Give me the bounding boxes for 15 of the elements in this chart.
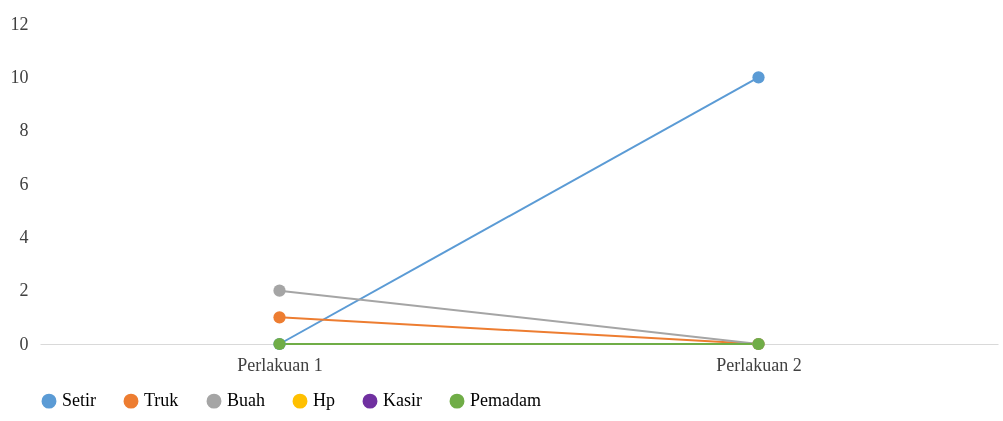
legend-label: Kasir [383,390,422,411]
legend-label: Truk [144,390,179,411]
y-tick-label: 10 [10,66,29,87]
y-tick-label: 4 [19,226,29,247]
y-tick-label: 0 [19,333,29,354]
legend-label: Buah [227,390,265,411]
legend-label: Hp [313,390,335,411]
y-tick-label: 2 [19,280,29,301]
y-tick-label: 12 [10,13,29,34]
x-tick-label: Perlakuan 1 [237,354,323,375]
y-tick-label: 8 [19,120,29,141]
legend-label: Setir [62,390,96,411]
legend-label: Pemadam [470,390,541,411]
y-tick-label: 6 [19,173,29,194]
x-tick-label: Perlakuan 2 [716,354,802,375]
